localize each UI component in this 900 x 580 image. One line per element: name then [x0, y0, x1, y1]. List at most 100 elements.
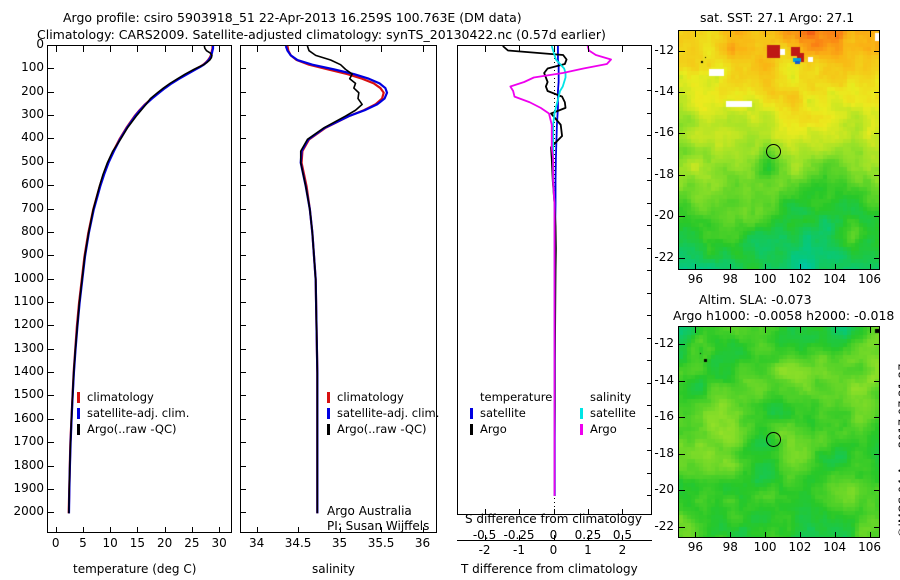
legend-item: satellite — [580, 406, 636, 422]
temperature-difference-tick-label: -2 — [478, 543, 491, 557]
longitude-tick-top — [695, 31, 697, 37]
depth-tick-label: 1000 — [13, 270, 44, 285]
legend-label: Argo — [480, 422, 507, 436]
longitude-tick-label: 106 — [858, 540, 881, 554]
longitude-tick-label: 98 — [722, 272, 738, 286]
latitude-tick — [679, 490, 685, 492]
depth-tick-label: 100 — [21, 60, 44, 75]
latitude-tick — [679, 257, 685, 259]
depth-tick — [48, 372, 54, 374]
temperature-tick — [164, 527, 166, 533]
salinity-tick — [422, 527, 424, 533]
temperature-tick-top — [164, 46, 166, 52]
salinity-panel — [240, 45, 437, 533]
depth-tick-difference — [647, 180, 652, 181]
longitude-tick-label: 96 — [687, 540, 704, 554]
latitude-tick-right — [874, 257, 880, 259]
temperature-tick-label: 5 — [79, 536, 87, 550]
sla-map-title-line1: Altim. SLA: -0.073 — [699, 292, 812, 307]
temperature-tick-label: 30 — [211, 536, 227, 550]
difference-panel — [457, 45, 652, 515]
depth-tick — [48, 325, 54, 327]
latitude-tick-right — [874, 174, 880, 176]
depth-tick — [48, 161, 54, 163]
depth-tick-label: 1300 — [13, 340, 44, 355]
longitude-tick — [834, 264, 836, 270]
sst-map-title: sat. SST: 27.1 Argo: 27.1 — [700, 10, 855, 25]
latitude-tick — [679, 174, 685, 176]
depth-tick-difference — [647, 382, 652, 384]
temperature-tick-top — [55, 46, 57, 52]
longitude-tick-label: 100 — [753, 272, 777, 286]
longitude-tick-top — [799, 31, 801, 37]
page-title-line1: Argo profile: csiro 5903918_51 22-Apr-20… — [63, 10, 522, 25]
salinity-tick-top — [339, 46, 341, 52]
depth-tick-label: 900 — [21, 247, 44, 262]
temperature-difference-tick — [553, 535, 555, 541]
longitude-tick — [730, 264, 732, 270]
latitude-tick — [679, 527, 685, 529]
depth-tick-difference — [647, 337, 652, 339]
depth-tick-difference — [647, 202, 652, 204]
latitude-tick-right — [874, 92, 880, 94]
salinity-difference-tick-label: -0.5 — [461, 528, 509, 542]
salinity-difference-tick-label: 0 — [530, 528, 578, 542]
legend-color-swatch — [77, 424, 80, 435]
temperature-difference-tick-label: -1 — [513, 543, 526, 557]
longitude-tick-label: 96 — [687, 272, 704, 286]
depth-tick — [48, 138, 54, 140]
longitude-tick-label: 98 — [722, 540, 738, 554]
depth-tick-label: 800 — [21, 223, 44, 238]
attribution-line2: PI: Susan Wijffels — [327, 519, 430, 533]
depth-tick-difference — [647, 225, 652, 226]
depth-tick-salinity — [241, 208, 246, 210]
depth-tick — [48, 395, 54, 397]
latitude-tick-right — [874, 490, 880, 492]
latitude-tick-right — [874, 417, 880, 419]
depth-tick — [48, 115, 54, 117]
temperature-difference-tick — [622, 535, 624, 541]
depth-tick — [48, 465, 54, 467]
salinity-difference-tick — [519, 509, 521, 515]
salinity-difference-tick — [484, 509, 486, 515]
temperature-tick — [55, 527, 57, 533]
longitude-tick-label: 106 — [858, 272, 881, 286]
depth-tick-salinity — [241, 278, 246, 280]
legend-group: salinity satellite Argo — [580, 390, 636, 438]
longitude-tick — [765, 532, 767, 538]
depth-tick-salinity — [241, 488, 246, 490]
depth-tick-label: 1700 — [13, 434, 44, 449]
depth-tick-difference — [647, 157, 652, 159]
salinity-tick-top — [422, 46, 424, 52]
latitude-tick — [679, 216, 685, 218]
salinity-tick-label: 34.5 — [284, 536, 312, 550]
salinity-tick — [381, 527, 383, 533]
temperature-difference-tick-top — [484, 46, 486, 52]
temperature-panel — [47, 45, 232, 533]
depth-tick-salinity — [241, 325, 246, 327]
latitude-tick — [679, 417, 685, 419]
depth-tick-salinity — [241, 45, 246, 46]
temperature-difference-tick — [519, 535, 521, 541]
depth-tick-salinity — [241, 302, 246, 304]
attribution-line1: Argo Australia — [327, 504, 412, 518]
latitude-tick-label: -16 — [654, 409, 674, 424]
depth-tick-label: 500 — [21, 153, 44, 168]
temperature-plot-area — [67, 45, 215, 514]
legend-item: Argo — [470, 422, 542, 438]
legend-item: Argo — [580, 422, 621, 438]
legend-color-swatch — [580, 408, 583, 419]
longitude-tick — [730, 532, 732, 538]
depth-tick — [48, 302, 54, 304]
salinity-difference-tick — [587, 509, 589, 515]
longitude-tick-label: 102 — [788, 540, 812, 554]
temperature-tick-top — [219, 46, 221, 52]
depth-tick — [48, 68, 54, 70]
depth-tick-difference — [647, 45, 652, 46]
depth-tick-difference — [647, 247, 652, 249]
legend-color-swatch — [327, 408, 330, 419]
sla-float-marker — [766, 432, 781, 447]
longitude-tick-label: 102 — [788, 272, 812, 286]
latitude-tick — [679, 133, 685, 135]
sla-map-panel — [678, 326, 880, 538]
